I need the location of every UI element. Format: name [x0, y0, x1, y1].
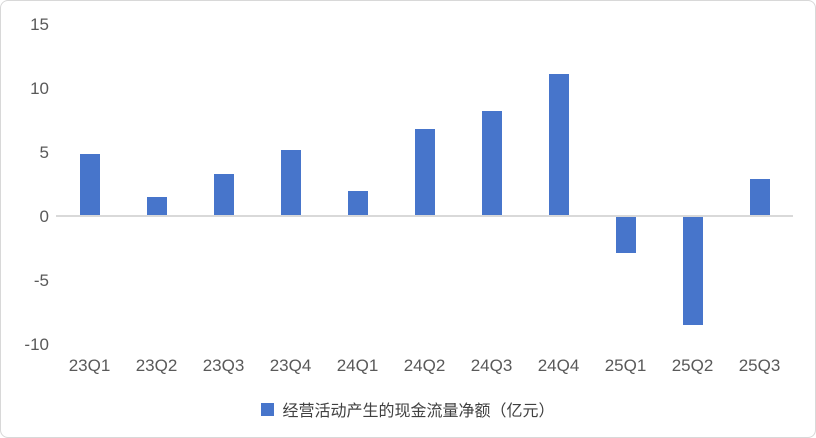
bar-25Q2 [683, 217, 703, 325]
bar-23Q1 [80, 154, 100, 215]
x-axis-tick-label-24Q2: 24Q2 [403, 356, 446, 375]
bar-24Q1 [348, 191, 368, 215]
bar-23Q3 [214, 174, 234, 215]
bar-23Q2 [147, 197, 167, 215]
x-axis-tick-label-23Q3: 23Q3 [202, 356, 245, 375]
bar-24Q3 [482, 111, 502, 215]
x-axis-tick-label-24Q3: 24Q3 [470, 356, 513, 375]
x-axis-tick-label-25Q3: 25Q3 [738, 356, 781, 375]
x-axis-tick-label-23Q1: 23Q1 [68, 356, 111, 375]
y-axis-tick-label: 0 [39, 207, 49, 226]
x-axis-tick-label-23Q2: 23Q2 [135, 356, 178, 375]
y-axis-tick-label: 10 [30, 79, 49, 98]
y-axis-tick-label: 15 [30, 15, 49, 34]
y-axis-tick-label: -10 [24, 335, 49, 354]
x-axis-tick-label-24Q4: 24Q4 [537, 356, 580, 375]
x-axis-tick-label-24Q1: 24Q1 [336, 356, 379, 375]
legend-label: 经营活动产生的现金流量净额（亿元） [282, 403, 555, 420]
y-axis-tick-label: 5 [39, 143, 49, 162]
legend: 经营活动产生的现金流量净额（亿元） [1, 397, 815, 421]
zero-axis-line [56, 215, 793, 217]
y-axis-tick-label: -5 [33, 271, 49, 290]
bar-24Q2 [415, 129, 435, 215]
bar-23Q4 [281, 150, 301, 215]
bar-24Q4 [549, 74, 569, 215]
x-axis-tick-label-25Q2: 25Q2 [671, 356, 714, 375]
x-axis-tick-label-23Q4: 23Q4 [269, 356, 312, 375]
bar-25Q3 [750, 179, 770, 215]
bar-25Q1 [616, 217, 636, 253]
legend-color-swatch [261, 402, 275, 416]
x-axis-tick-label-25Q1: 25Q1 [604, 356, 647, 375]
